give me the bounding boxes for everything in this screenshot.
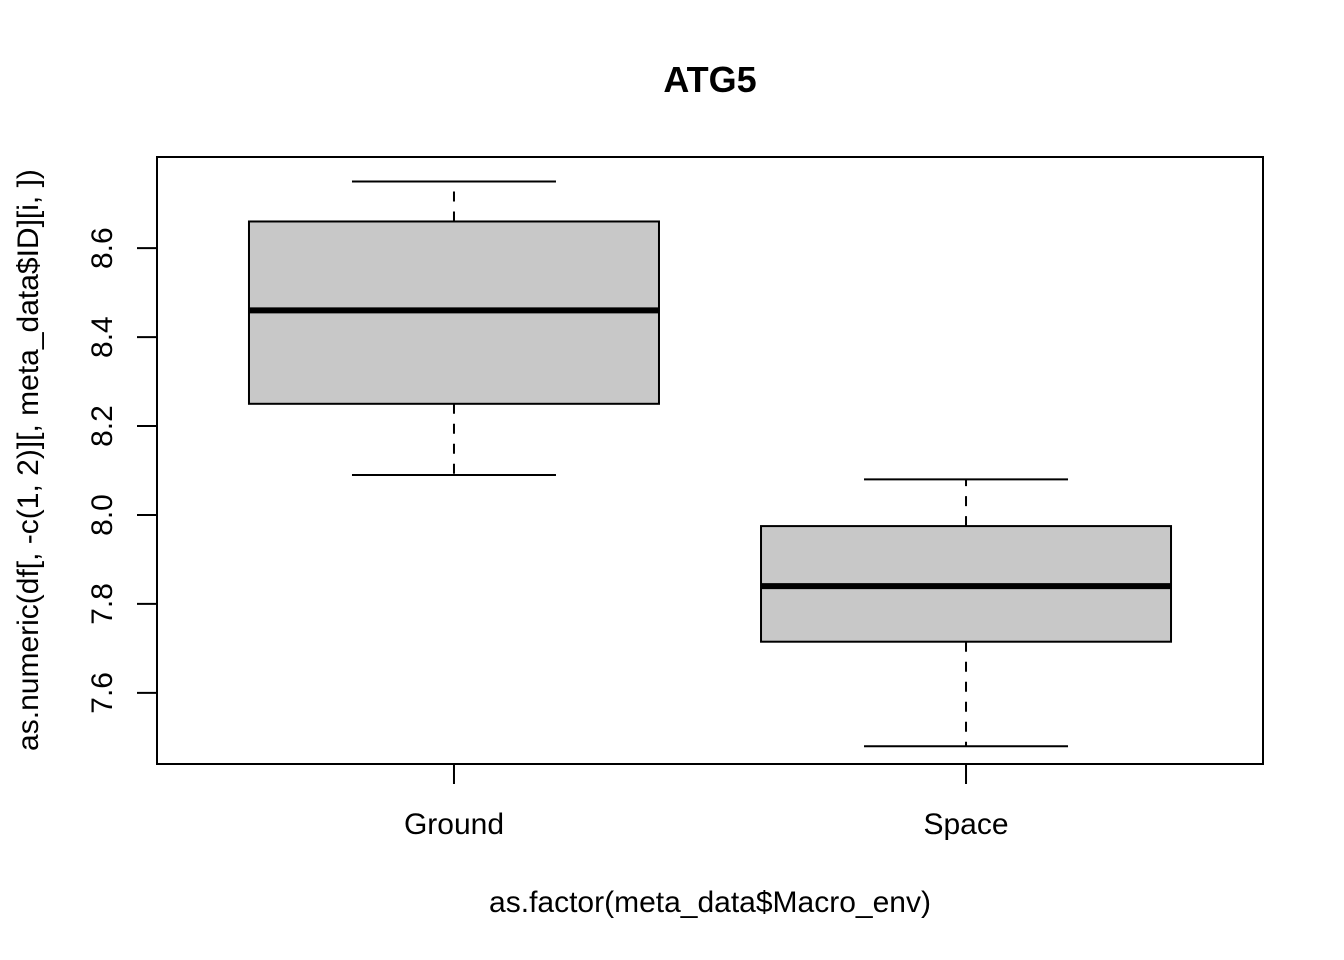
plot-area: Ground Space 7.6 7.8 8.0 8.2 8.4 8.6 [86,180,1173,841]
x-tick-label-ground: Ground [404,808,504,841]
y-tick-label-8.4: 8.4 [86,316,119,358]
x-tick-label-space: Space [923,808,1008,841]
y-tick-label-8.2: 8.2 [86,405,119,447]
y-axis-label: as.numeric(df[, -c(1, 2)][, meta_data$ID… [12,169,45,751]
y-tick-label-7.6: 7.6 [86,672,119,714]
x-axis-label: as.factor(meta_data$Macro_env) [489,886,931,919]
y-tick-label-8.6: 8.6 [86,227,119,269]
y-tick-label-7.8: 7.8 [86,583,119,625]
box-group-space [760,478,1173,748]
chart-title: ATG5 [663,59,756,100]
box-group-ground [247,180,660,476]
plot-frame [156,156,1264,765]
y-tick-label-8.0: 8.0 [86,494,119,536]
